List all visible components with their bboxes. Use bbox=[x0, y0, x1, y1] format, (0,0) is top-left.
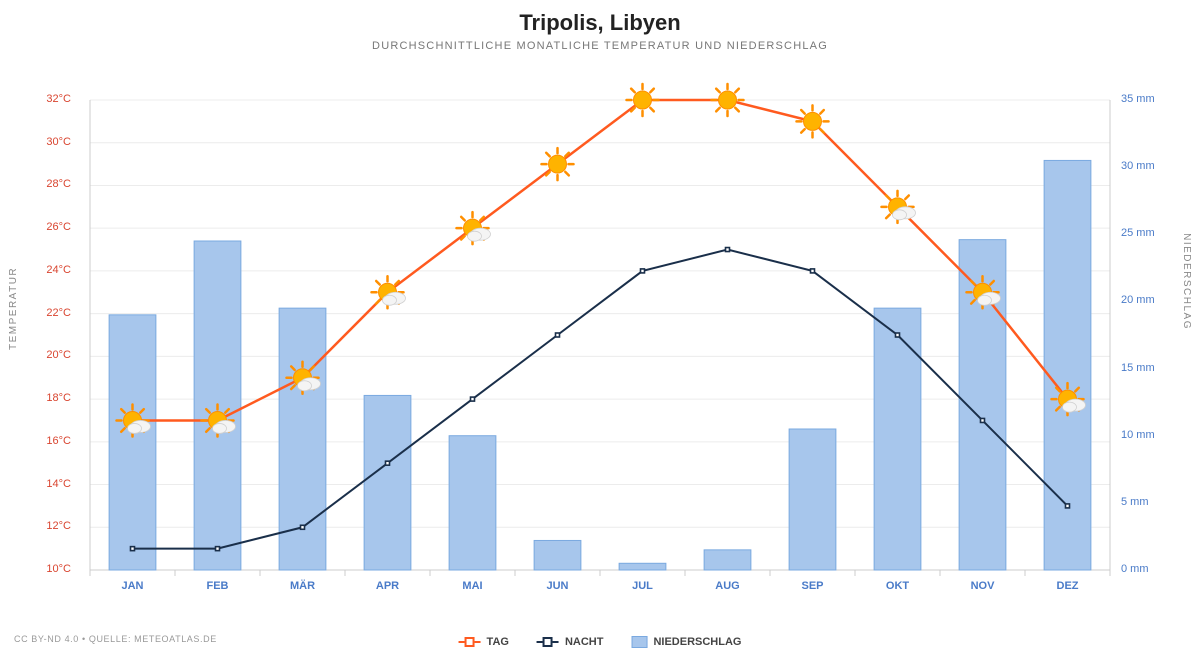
y-left-tick: 10°C bbox=[35, 563, 71, 575]
y-right-tick: 25 mm bbox=[1121, 227, 1165, 239]
y-left-tick: 16°C bbox=[35, 435, 71, 447]
chart-area: TEMPERATUR NIEDERSCHLAG 10°C 12°C 14°C 16°C… bbox=[0, 70, 1200, 610]
y-left-tick: 22°C bbox=[35, 307, 71, 319]
legend-swatch-night bbox=[537, 641, 559, 643]
legend-swatch-precip bbox=[631, 636, 647, 648]
y-axis-left-label: TEMPERATUR bbox=[8, 267, 19, 350]
y-left-tick: 18°C bbox=[35, 392, 71, 404]
x-category: SEP bbox=[801, 580, 823, 592]
legend-label-day: TAG bbox=[487, 636, 509, 648]
chart-title: Tripolis, Libyen bbox=[0, 10, 1200, 36]
x-category: FEB bbox=[207, 580, 229, 592]
legend-label-night: NACHT bbox=[565, 636, 604, 648]
x-category: DEZ bbox=[1057, 580, 1079, 592]
y-left-tick: 14°C bbox=[35, 478, 71, 490]
y-left-tick: 20°C bbox=[35, 349, 71, 361]
legend-item-precip: NIEDERSCHLAG bbox=[631, 636, 741, 648]
x-category: MAI bbox=[462, 580, 482, 592]
chart-svg bbox=[0, 70, 1200, 610]
y-left-tick: 24°C bbox=[35, 264, 71, 276]
y-right-tick: 35 mm bbox=[1121, 93, 1165, 105]
y-left-tick: 28°C bbox=[35, 178, 71, 190]
legend-item-night: NACHT bbox=[537, 636, 604, 648]
x-category: JAN bbox=[121, 580, 143, 592]
y-right-tick: 20 mm bbox=[1121, 294, 1165, 306]
y-left-tick: 30°C bbox=[35, 136, 71, 148]
y-right-tick: 0 mm bbox=[1121, 563, 1165, 575]
x-category: JUN bbox=[546, 580, 568, 592]
legend-item-day: TAG bbox=[459, 636, 509, 648]
x-category: AUG bbox=[715, 580, 739, 592]
y-right-tick: 10 mm bbox=[1121, 429, 1165, 441]
legend-label-precip: NIEDERSCHLAG bbox=[653, 636, 741, 648]
chart-subtitle: DURCHSCHNITTLICHE MONATLICHE TEMPERATUR … bbox=[0, 40, 1200, 52]
y-left-tick: 26°C bbox=[35, 221, 71, 233]
legend: TAG NACHT NIEDERSCHLAG bbox=[459, 636, 742, 648]
y-right-tick: 30 mm bbox=[1121, 160, 1165, 172]
x-category: MÄR bbox=[290, 580, 315, 592]
x-category: JUL bbox=[632, 580, 653, 592]
x-category: OKT bbox=[886, 580, 909, 592]
y-left-tick: 12°C bbox=[35, 520, 71, 532]
legend-swatch-day bbox=[459, 641, 481, 643]
y-right-tick: 15 mm bbox=[1121, 362, 1165, 374]
x-category: NOV bbox=[971, 580, 995, 592]
y-axis-right-label: NIEDERSCHLAG bbox=[1181, 233, 1192, 330]
y-left-tick: 32°C bbox=[35, 93, 71, 105]
credit-text: CC BY-ND 4.0 • QUELLE: METEOATLAS.DE bbox=[14, 634, 217, 644]
y-right-tick: 5 mm bbox=[1121, 496, 1165, 508]
x-category: APR bbox=[376, 580, 399, 592]
